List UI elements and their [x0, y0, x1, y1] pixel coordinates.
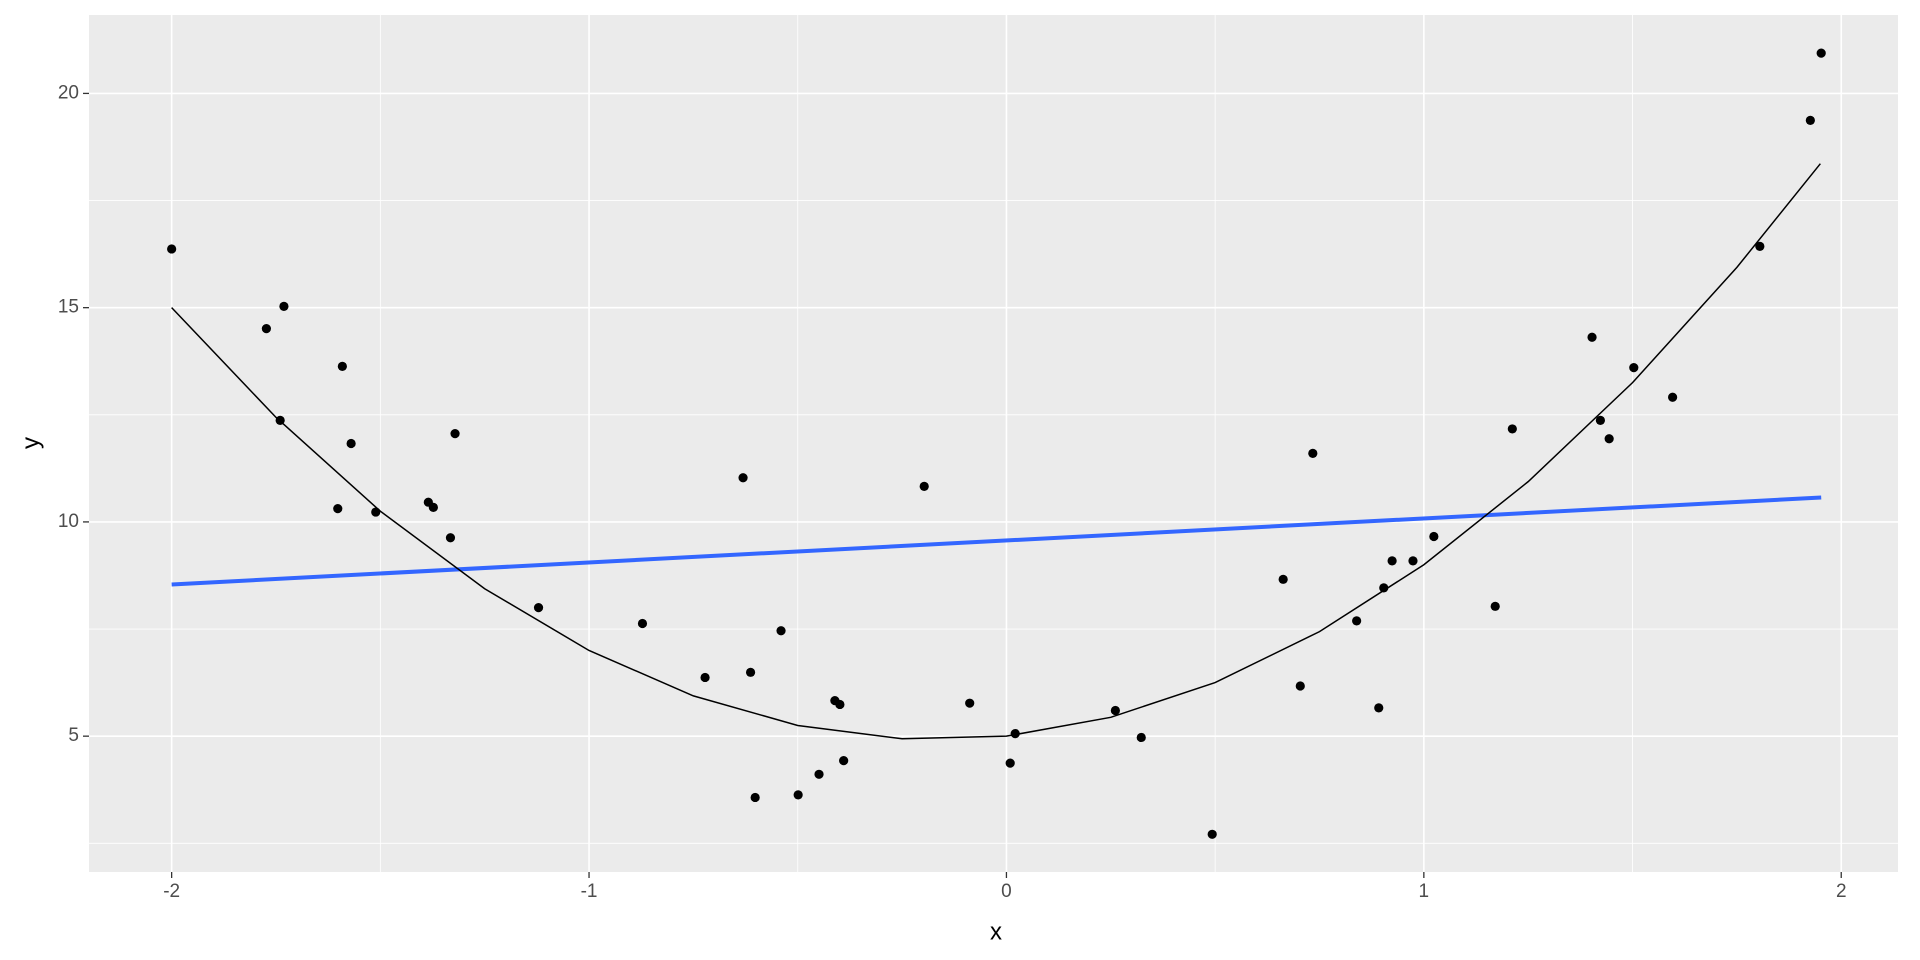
x-tick-label: -1	[581, 881, 598, 902]
point	[1629, 363, 1639, 373]
point	[1604, 434, 1614, 444]
point	[839, 755, 849, 766]
point	[1207, 829, 1217, 839]
fit-line	[171, 163, 1821, 740]
point	[371, 507, 381, 517]
point	[919, 481, 929, 491]
panel-background	[89, 15, 1898, 872]
point	[1408, 556, 1418, 566]
point	[275, 415, 285, 425]
point	[1136, 732, 1146, 743]
point	[533, 603, 544, 613]
y-tick-label: 15	[58, 297, 79, 318]
point	[333, 504, 343, 514]
point	[346, 438, 356, 449]
point	[279, 301, 289, 311]
fit-line	[171, 495, 1822, 587]
point	[1816, 48, 1826, 58]
point	[637, 618, 648, 629]
point	[261, 324, 271, 334]
x-tick-label: 0	[1001, 881, 1012, 902]
point	[1387, 556, 1397, 566]
point	[1587, 332, 1597, 342]
x-tick-label: 2	[1836, 881, 1847, 902]
x-axis-title: x	[990, 918, 1002, 945]
point	[337, 361, 347, 371]
y-tick-label: 10	[58, 511, 79, 532]
point	[1379, 583, 1389, 593]
point	[965, 698, 975, 708]
point	[1005, 758, 1015, 768]
point	[1374, 703, 1384, 713]
point	[1507, 424, 1517, 434]
x-tick-label: -2	[163, 881, 180, 902]
point	[1010, 728, 1020, 739]
point	[1490, 601, 1500, 611]
point	[1308, 448, 1318, 458]
point	[814, 769, 824, 779]
point	[1278, 574, 1288, 584]
point	[835, 699, 845, 710]
point	[1352, 616, 1362, 626]
y-axis-title: y	[17, 437, 44, 449]
y-tick-label: 20	[58, 82, 79, 103]
point	[745, 667, 756, 677]
point	[700, 672, 710, 683]
point	[1668, 392, 1678, 402]
point	[793, 790, 803, 800]
point	[776, 626, 786, 636]
point	[1805, 115, 1815, 126]
x-tick-label: 1	[1419, 881, 1430, 902]
point	[445, 533, 456, 543]
point	[1429, 531, 1439, 542]
point	[428, 502, 438, 512]
point	[450, 429, 460, 439]
point	[738, 473, 748, 483]
point	[1110, 705, 1120, 716]
point	[1595, 415, 1605, 425]
point	[750, 792, 760, 803]
point	[1755, 241, 1765, 251]
point	[1295, 681, 1305, 691]
point	[167, 244, 177, 254]
y-tick-label: 5	[68, 725, 79, 746]
